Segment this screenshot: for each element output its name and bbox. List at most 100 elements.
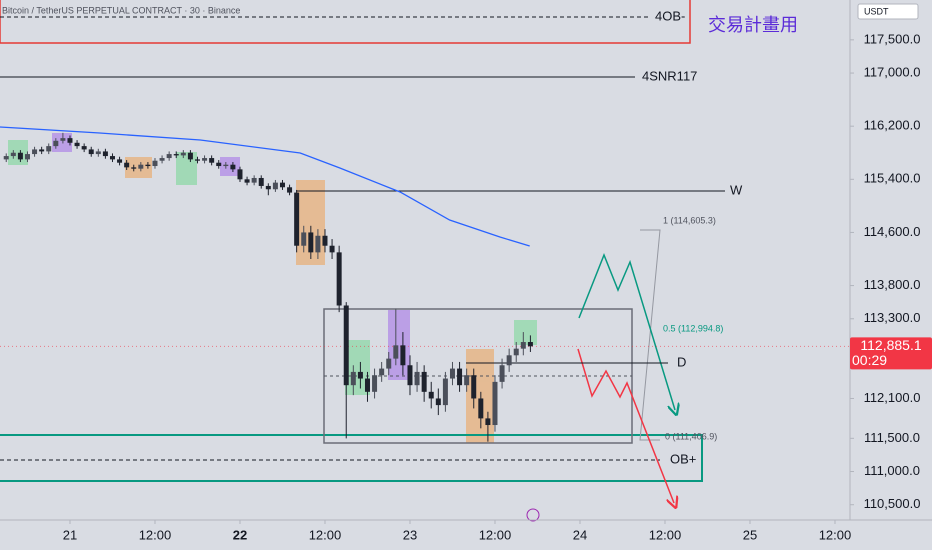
candle-body <box>173 154 179 156</box>
candle-body <box>478 398 484 419</box>
fib-label: 1 (114,605.3) <box>663 215 716 225</box>
candle-body <box>485 418 491 426</box>
x-tick-label: 12:00 <box>649 527 682 542</box>
fib-label: 0 (111,406.9) <box>665 431 717 441</box>
candle-body <box>527 342 533 347</box>
candle-body <box>60 138 66 141</box>
candle-body <box>237 169 243 180</box>
candle-body <box>520 342 526 349</box>
candle-body <box>492 381 498 426</box>
candle-body <box>336 252 342 306</box>
y-tick-label: 117,000.0 <box>864 64 921 79</box>
countdown: 00:29 <box>852 352 887 368</box>
candle-body <box>499 365 505 382</box>
candle-body <box>166 154 172 159</box>
zone <box>220 157 240 176</box>
candle-body <box>449 368 455 379</box>
moving-average <box>0 126 530 247</box>
candle-body <box>400 345 406 366</box>
fib-label: 0.5 (112,994.8) <box>663 323 723 333</box>
candle-body <box>251 177 257 183</box>
candle-body <box>357 371 363 379</box>
y-tick-label: 113,800.0 <box>864 277 921 292</box>
candle-body <box>230 164 236 170</box>
candle-body <box>301 232 307 246</box>
candle-body <box>81 146 87 150</box>
candle-body <box>258 177 264 186</box>
candle-body <box>180 152 186 156</box>
candle-body <box>343 305 349 386</box>
currency: USDT <box>864 6 889 16</box>
candle-body <box>506 355 512 366</box>
y-tick-label: 115,400.0 <box>864 171 921 186</box>
zone <box>514 320 537 345</box>
currency-box[interactable] <box>857 3 919 20</box>
candle-body <box>3 156 9 160</box>
y-tick-label: 113,300.0 <box>864 310 921 325</box>
event-icon[interactable] <box>526 508 540 522</box>
candle-body <box>428 391 434 399</box>
candle-body <box>124 162 130 168</box>
candle-body <box>187 152 193 160</box>
candle-body <box>88 149 94 155</box>
x-tick-label: 12:00 <box>139 527 172 542</box>
last-price-label: 112,885.1 <box>860 337 921 353</box>
y-tick-label: 111,500.0 <box>864 430 920 445</box>
symbol-header: Bitcoin / TetherUS PERPETUAL CONTRACT · … <box>2 5 240 15</box>
candle-body <box>53 140 59 147</box>
candle-body <box>223 164 229 167</box>
candle-body <box>202 158 208 161</box>
candle-body <box>315 235 321 253</box>
candle-body <box>364 378 370 392</box>
x-tick-label: 25 <box>743 527 757 542</box>
x-tick-label: 12:00 <box>819 527 852 542</box>
candle-body <box>244 179 250 183</box>
x-tick-label: 24 <box>573 527 587 542</box>
candle-body <box>32 149 38 155</box>
last-price-box <box>850 337 932 370</box>
candle-body <box>17 152 23 160</box>
candle-body <box>265 185 271 190</box>
candle-body <box>74 142 80 147</box>
zone <box>466 349 494 443</box>
candle-body <box>287 187 293 193</box>
candle-body <box>322 235 328 246</box>
candle-body <box>138 164 144 169</box>
level-label: W <box>730 182 743 197</box>
candle-body <box>194 159 200 161</box>
y-tick-label: 110,500.0 <box>864 496 921 511</box>
bear-scenario <box>577 348 674 503</box>
price-axis <box>850 0 932 550</box>
candle-body <box>407 365 413 386</box>
x-tick-label: 23 <box>403 527 417 542</box>
candle-body <box>272 182 278 190</box>
level-label: 4SNR117 <box>642 68 697 83</box>
y-tick-label: 117,500.0 <box>864 31 921 46</box>
candle-body <box>10 152 16 157</box>
candle-body <box>329 245 335 253</box>
candle-body <box>209 158 215 163</box>
ob-buy-box <box>0 434 703 482</box>
candle-body <box>457 368 463 386</box>
candle-body <box>471 375 477 399</box>
candle-body <box>414 371 420 386</box>
candle-body <box>421 371 427 392</box>
zone <box>52 133 72 152</box>
y-tick-label: 111,000.0 <box>864 463 920 478</box>
y-tick-label: 116,200.0 <box>864 118 921 133</box>
candle-body <box>435 398 441 406</box>
candle-body <box>109 156 115 160</box>
candle-body <box>152 160 158 167</box>
bull-scenario <box>578 252 675 410</box>
candle-body <box>67 138 73 143</box>
candle-body <box>513 348 519 356</box>
x-tick-label: 22 <box>233 527 247 542</box>
level-label: 4OB- <box>655 8 685 23</box>
candle-body <box>159 158 165 161</box>
candle-body <box>145 164 151 167</box>
candle-body <box>350 371 356 386</box>
candle-body <box>131 167 137 169</box>
candle-body <box>102 151 108 157</box>
